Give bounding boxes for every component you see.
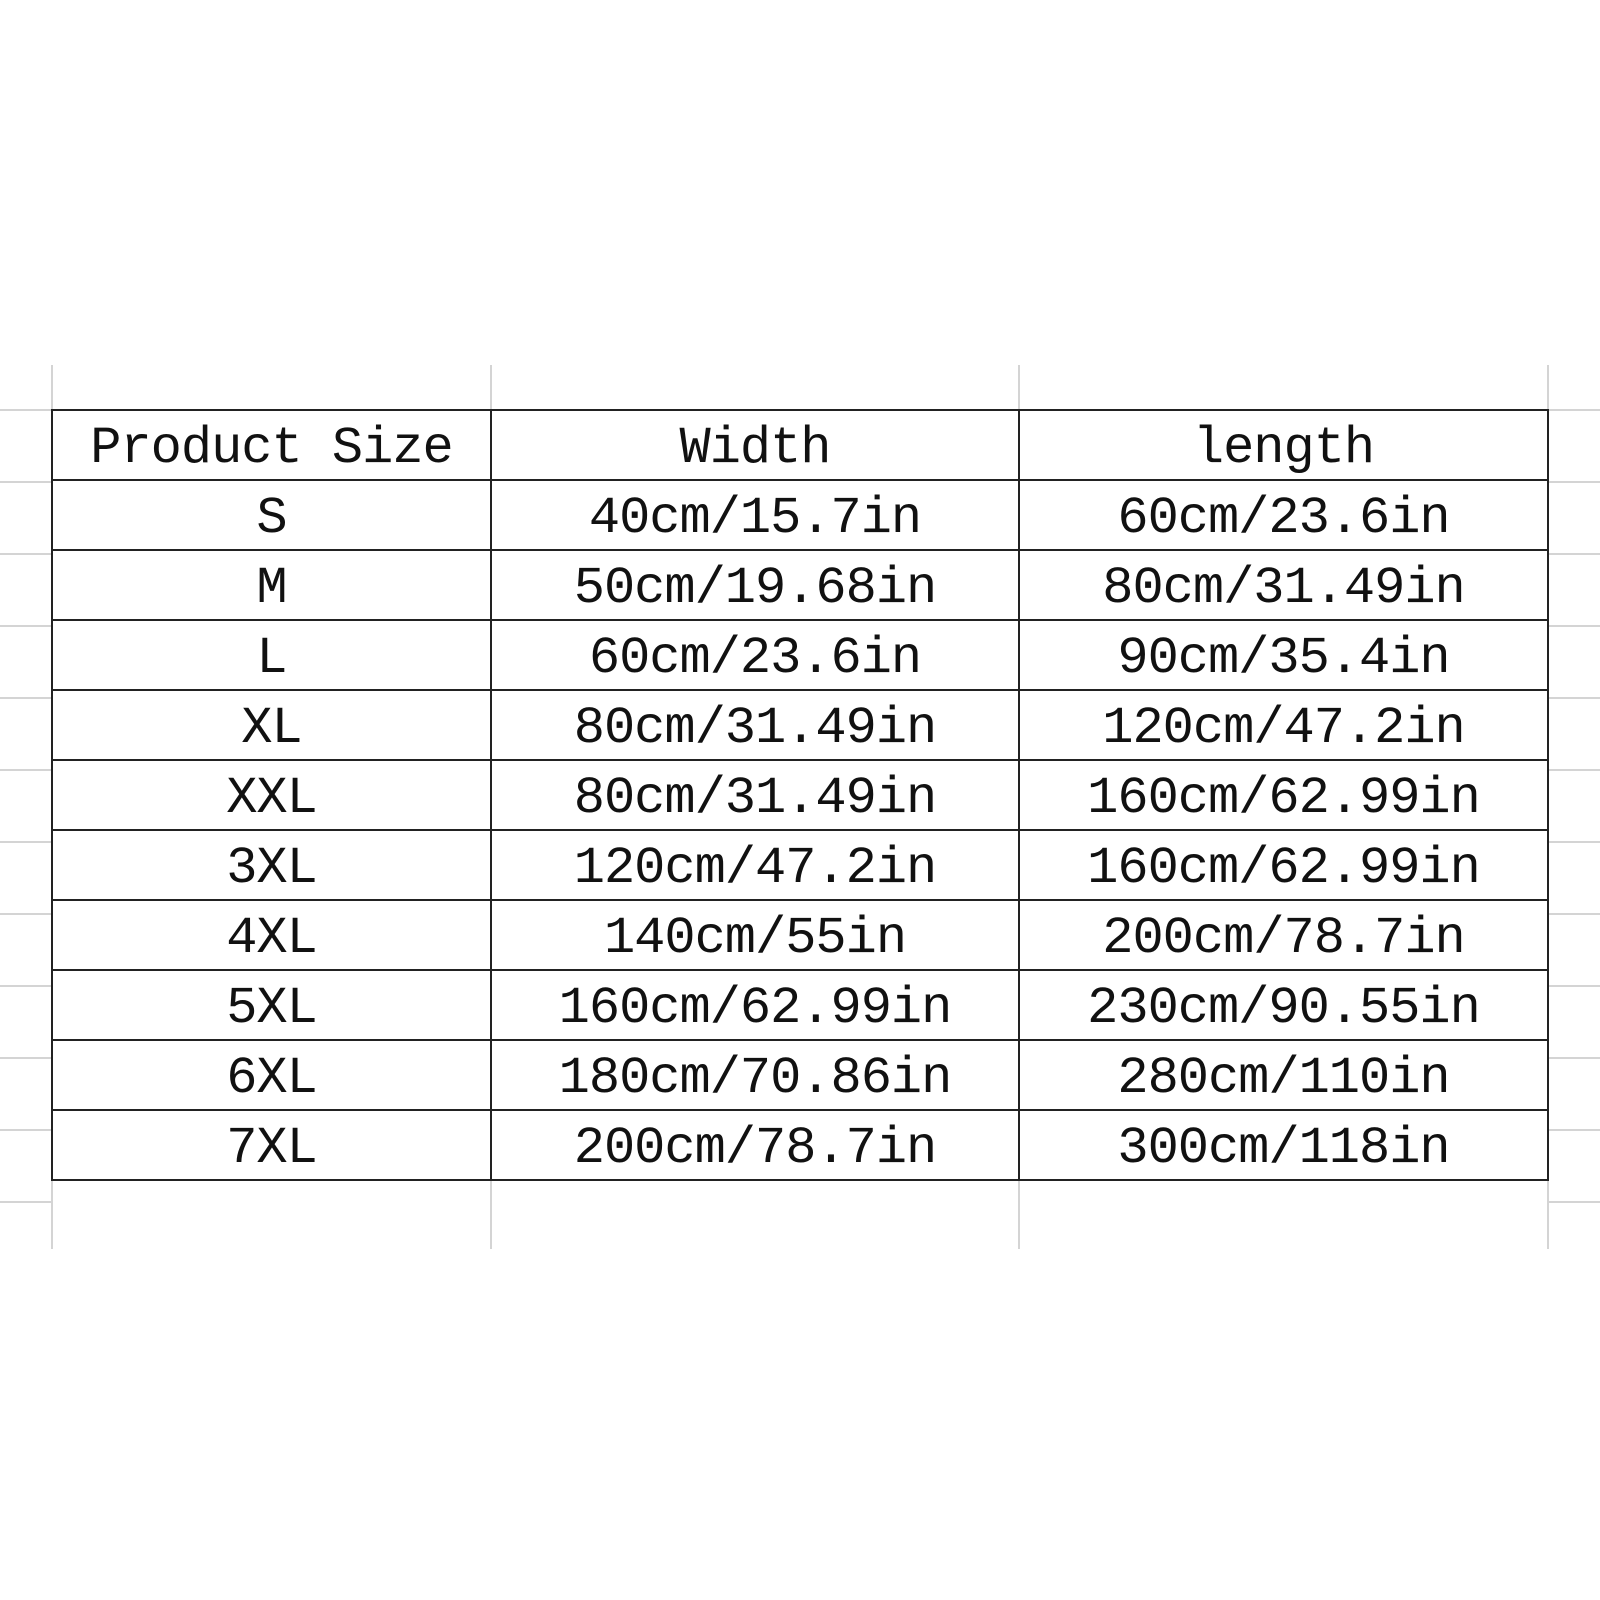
cell-length: 160cm/62.99in <box>1018 829 1549 901</box>
gridline-vertical <box>1547 365 1549 1249</box>
table-row: S 40cm/15.7in 60cm/23.6in <box>51 479 1549 551</box>
gridline-horizontal <box>0 481 51 483</box>
gridline-horizontal <box>0 913 51 915</box>
gridline-horizontal <box>1547 553 1600 555</box>
size-chart-table: Product Size Width length S 40cm/15.7in 60… <box>51 409 1549 1181</box>
header-product-size: Product Size <box>51 409 492 481</box>
table-row: M 50cm/19.68in 80cm/31.49in <box>51 549 1549 621</box>
table-row: 4XL 140cm/55in 200cm/78.7in <box>51 899 1549 971</box>
cell-size: 5XL <box>51 969 492 1041</box>
cell-length: 300cm/118in <box>1018 1109 1549 1181</box>
cell-size: 3XL <box>51 829 492 901</box>
cell-width: 200cm/78.7in <box>490 1109 1020 1181</box>
cell-width: 50cm/19.68in <box>490 549 1020 621</box>
table-row: 5XL 160cm/62.99in 230cm/90.55in <box>51 969 1549 1041</box>
cell-length: 80cm/31.49in <box>1018 549 1549 621</box>
gridline-horizontal <box>1547 481 1600 483</box>
cell-size: L <box>51 619 492 691</box>
table-row: XL 80cm/31.49in 120cm/47.2in <box>51 689 1549 761</box>
gridline-horizontal <box>0 841 51 843</box>
cell-size: XXL <box>51 759 492 831</box>
gridline-horizontal <box>1547 409 1600 411</box>
table-row: 7XL 200cm/78.7in 300cm/118in <box>51 1109 1549 1181</box>
gridline-horizontal <box>0 625 51 627</box>
cell-size: 7XL <box>51 1109 492 1181</box>
cell-width: 80cm/31.49in <box>490 759 1020 831</box>
gridline-horizontal <box>1547 1129 1600 1131</box>
cell-length: 280cm/110in <box>1018 1039 1549 1111</box>
gridline-horizontal <box>0 697 51 699</box>
gridline-horizontal <box>1547 985 1600 987</box>
cell-length: 230cm/90.55in <box>1018 969 1549 1041</box>
gridline-horizontal <box>1547 1201 1600 1203</box>
cell-size: 4XL <box>51 899 492 971</box>
gridline-horizontal <box>1547 841 1600 843</box>
gridline-horizontal <box>1547 625 1600 627</box>
gridline-horizontal <box>0 553 51 555</box>
gridline-horizontal <box>1547 913 1600 915</box>
header-row: Product Size Width length <box>51 409 1549 481</box>
cell-width: 180cm/70.86in <box>490 1039 1020 1111</box>
table-row: L 60cm/23.6in 90cm/35.4in <box>51 619 1549 691</box>
gridline-horizontal <box>1547 697 1600 699</box>
cell-length: 200cm/78.7in <box>1018 899 1549 971</box>
cell-length: 60cm/23.6in <box>1018 479 1549 551</box>
cell-length: 90cm/35.4in <box>1018 619 1549 691</box>
table-row: 3XL 120cm/47.2in 160cm/62.99in <box>51 829 1549 901</box>
cell-size: XL <box>51 689 492 761</box>
gridline-horizontal <box>0 1057 51 1059</box>
gridline-horizontal <box>0 409 51 411</box>
header-length: length <box>1018 409 1549 481</box>
cell-width: 160cm/62.99in <box>490 969 1020 1041</box>
cell-length: 160cm/62.99in <box>1018 759 1549 831</box>
gridline-horizontal <box>0 1129 51 1131</box>
cell-width: 140cm/55in <box>490 899 1020 971</box>
cell-width: 120cm/47.2in <box>490 829 1020 901</box>
table-row: 6XL 180cm/70.86in 280cm/110in <box>51 1039 1549 1111</box>
header-width: Width <box>490 409 1020 481</box>
table-row: XXL 80cm/31.49in 160cm/62.99in <box>51 759 1549 831</box>
gridline-horizontal <box>0 1201 51 1203</box>
cell-size: S <box>51 479 492 551</box>
cell-width: 80cm/31.49in <box>490 689 1020 761</box>
gridline-horizontal <box>0 769 51 771</box>
cell-length: 120cm/47.2in <box>1018 689 1549 761</box>
cell-size: M <box>51 549 492 621</box>
gridline-horizontal <box>0 985 51 987</box>
cell-size: 6XL <box>51 1039 492 1111</box>
cell-width: 40cm/15.7in <box>490 479 1020 551</box>
gridline-horizontal <box>1547 1057 1600 1059</box>
cell-width: 60cm/23.6in <box>490 619 1020 691</box>
gridline-horizontal <box>1547 769 1600 771</box>
